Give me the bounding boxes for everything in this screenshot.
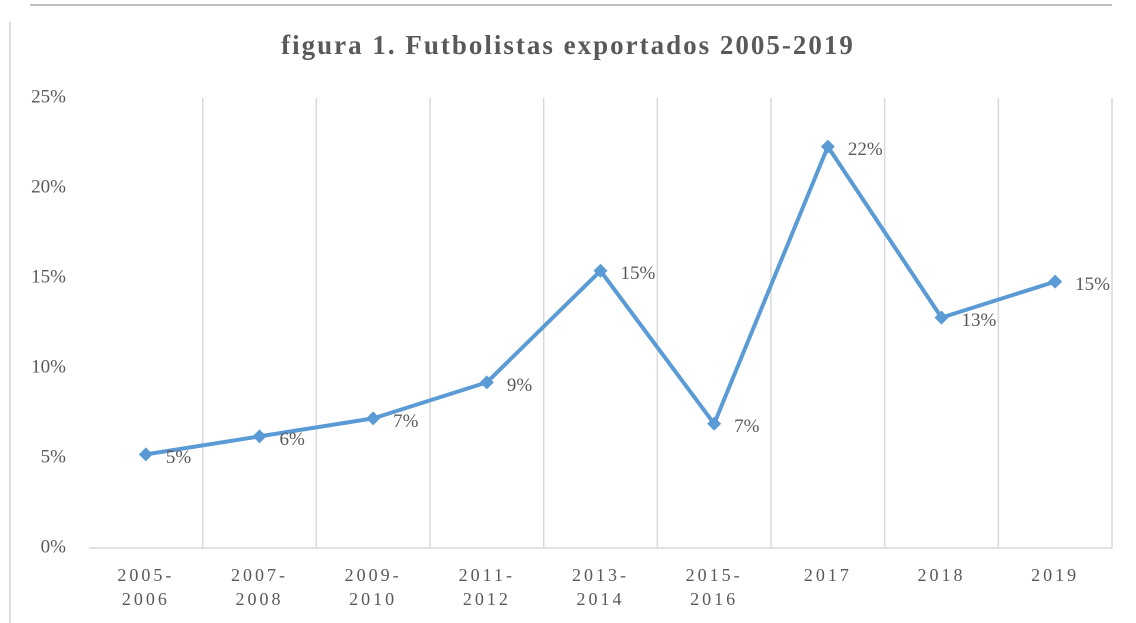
- x-tick-line: 2011-: [459, 565, 515, 585]
- x-tick-line: 2015-: [686, 565, 743, 585]
- marker: [1048, 274, 1063, 289]
- x-tick-label: 2019: [1031, 565, 1079, 585]
- data-label: 15%: [621, 263, 656, 284]
- x-tick-label: 2007- 2008: [231, 565, 288, 609]
- x-tick-line: 2008: [236, 589, 284, 609]
- y-tick-label: 20%: [31, 176, 66, 197]
- marker: [707, 416, 722, 431]
- data-label: 13%: [962, 310, 997, 331]
- marker: [820, 139, 835, 154]
- y-tick-label: 10%: [31, 356, 66, 377]
- marker: [138, 447, 153, 462]
- chart-title: figura 1. Futbolistas exportados 2005-20…: [281, 30, 855, 60]
- y-tick-label: 0%: [41, 536, 67, 557]
- data-label: 6%: [280, 429, 306, 450]
- data-label: 5%: [166, 447, 192, 468]
- x-tick-label: 2018: [918, 565, 966, 585]
- x-tick-label: 2011- 2012: [459, 565, 515, 609]
- x-tick-line: 2009-: [345, 565, 402, 585]
- x-tick-line: 2006: [122, 589, 170, 609]
- marker: [366, 411, 381, 426]
- y-tick-label: 5%: [41, 446, 67, 467]
- data-label: 22%: [848, 139, 883, 160]
- x-tick-label: 2005- 2006: [117, 565, 174, 609]
- y-tick-label: 25%: [31, 86, 66, 107]
- data-label: 7%: [393, 411, 419, 432]
- x-tick-line: 2007-: [231, 565, 288, 585]
- y-tick-label: 15%: [31, 266, 66, 287]
- x-tick-line: 2016: [690, 589, 738, 609]
- x-tick-line: 2012: [463, 589, 511, 609]
- x-tick-line: 2005-: [117, 565, 174, 585]
- data-label: 15%: [1075, 274, 1110, 295]
- marker: [934, 310, 949, 325]
- x-tick-label: 2009- 2010: [345, 565, 402, 609]
- data-label: 7%: [734, 416, 760, 437]
- marker: [252, 429, 267, 444]
- x-tick-label: 2013- 2014: [572, 565, 629, 609]
- marker: [593, 263, 608, 278]
- x-tick-line: 2014: [577, 589, 625, 609]
- x-tick-line: 2013-: [572, 565, 629, 585]
- x-tick-line: 2010: [349, 589, 397, 609]
- marker: [479, 375, 494, 390]
- x-tick-label: 2015- 2016: [686, 565, 743, 609]
- data-label: 9%: [507, 375, 533, 396]
- x-tick-label: 2017: [804, 565, 852, 585]
- line: [145, 144, 1056, 457]
